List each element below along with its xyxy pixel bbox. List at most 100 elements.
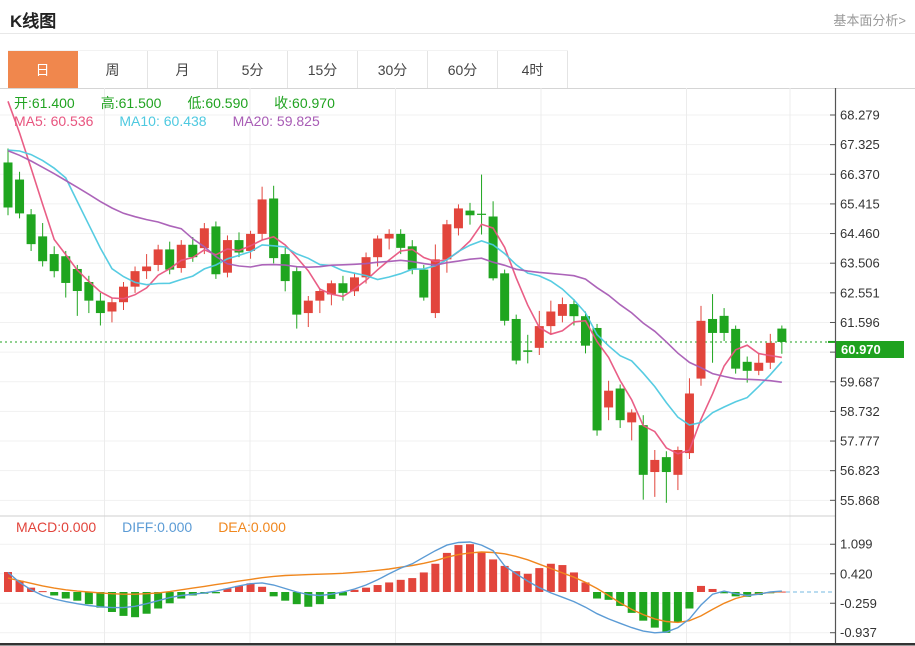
macd-bar (107, 592, 116, 612)
candle-body (742, 361, 752, 371)
macd-value-label: MACD:0.000 (16, 519, 97, 535)
macd-bar (235, 585, 243, 592)
candle-body (488, 216, 498, 279)
macd-bar (523, 573, 532, 592)
candle-body (465, 210, 475, 216)
dea-line (7, 551, 782, 624)
ohlc-close: 收:60.970 (274, 95, 335, 111)
fundamental-analysis-link[interactable]: 基本面分析> (833, 13, 906, 28)
macd-bar (338, 592, 347, 596)
macd-bar (119, 592, 128, 616)
macd-bar (73, 592, 82, 601)
candle-body (442, 224, 452, 260)
macd-bar (466, 544, 474, 592)
tab-月[interactable]: 月 (148, 51, 218, 89)
macd-bar (4, 572, 12, 592)
macd-bar (627, 592, 636, 613)
candle-body (26, 214, 36, 245)
macd-bar (96, 592, 105, 608)
tab-5分[interactable]: 5分 (218, 51, 288, 89)
macd-bar (616, 592, 625, 606)
macd-axis-label: -0.259 (840, 596, 877, 611)
candle-body (673, 449, 683, 475)
ohlc-low: 低:60.590 (187, 95, 249, 111)
tab-60分[interactable]: 60分 (428, 51, 498, 89)
macd-bar (512, 571, 521, 592)
candle-body (303, 300, 313, 314)
macd-bar (350, 589, 359, 592)
candle-body (211, 226, 221, 275)
macd-bar (84, 592, 93, 605)
candle-body (292, 271, 302, 315)
dea-value-label: DEA:0.000 (218, 519, 286, 535)
candle-body (557, 304, 567, 316)
tab-30分[interactable]: 30分 (358, 51, 428, 89)
macd-bar (385, 582, 394, 592)
candle-body (246, 233, 256, 251)
macd-bar (38, 591, 47, 593)
candle-body (326, 283, 336, 295)
macd-bar (292, 592, 301, 605)
candle-body (650, 459, 660, 473)
ma5-line (7, 101, 782, 455)
macd-bar (281, 592, 290, 601)
macd-bar (396, 579, 405, 592)
candle-body (49, 254, 59, 272)
macd-bar (419, 572, 428, 592)
macd-bar (15, 580, 24, 592)
macd-bar (500, 565, 509, 592)
candle-body (684, 393, 694, 454)
tab-日[interactable]: 日 (8, 51, 78, 89)
candle-body (234, 240, 244, 253)
macd-bar (535, 568, 544, 592)
candle-body (638, 425, 648, 475)
ma20-label: MA20: 59.825 (232, 113, 320, 129)
macd-bar (581, 582, 590, 592)
candle-body (269, 198, 279, 259)
candle-body (119, 286, 128, 303)
candle-body (165, 249, 175, 270)
ma5-label: MA5: 60.536 (14, 113, 94, 129)
ma-legend: MA5: 60.536 MA10: 60.438 MA20: 59.825 (14, 113, 346, 129)
ohlc-legend: 开:61.400 高:61.500 低:60.590 收:60.970 (14, 93, 361, 113)
candle-body (581, 316, 590, 346)
tab-15分[interactable]: 15分 (288, 51, 358, 89)
candle-body (534, 326, 544, 348)
y-axis-label: 63.506 (840, 256, 880, 271)
macd-bar (373, 585, 382, 592)
macd-bar (431, 563, 440, 592)
candle-body (696, 320, 706, 379)
macd-bar (304, 592, 313, 607)
candle-body (430, 259, 440, 314)
macd-axis-label: -0.937 (840, 625, 877, 640)
diff-value-label: DIFF:0.000 (122, 519, 193, 535)
candle-body (222, 240, 232, 273)
macd-bar (546, 563, 555, 592)
candle-body (61, 256, 71, 283)
candle-body (257, 199, 267, 234)
candle-body (199, 228, 209, 249)
macd-bar (50, 592, 59, 596)
candle-body (708, 318, 718, 333)
macd-bar (743, 592, 752, 597)
candle-body (95, 300, 105, 314)
y-axis-label: 55.868 (840, 493, 880, 508)
macd-bar (720, 592, 729, 594)
macd-bar (246, 583, 255, 592)
macd-bar (315, 592, 324, 605)
macd-bar (697, 585, 705, 592)
tab-4时[interactable]: 4时 (498, 51, 568, 89)
macd-bar (142, 592, 151, 614)
macd-bar (327, 592, 336, 599)
macd-bar (223, 588, 232, 592)
tab-周[interactable]: 周 (78, 51, 148, 89)
macd-bar (639, 592, 648, 621)
candle-body (338, 283, 348, 293)
candle-body (373, 238, 383, 258)
candle-body (350, 277, 359, 292)
macd-bar (708, 588, 717, 592)
macd-bar (569, 572, 578, 592)
candle-body (754, 362, 764, 371)
macd-bar (408, 578, 417, 592)
